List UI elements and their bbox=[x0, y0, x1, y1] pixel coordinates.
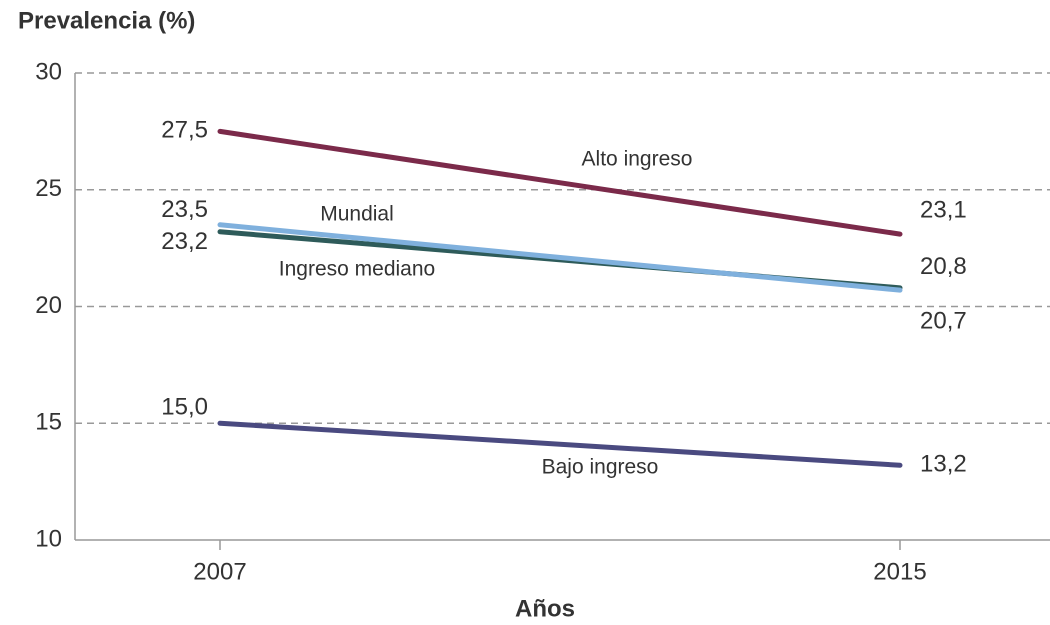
series-label: Ingreso mediano bbox=[279, 258, 435, 281]
series-label: Alto ingreso bbox=[582, 148, 693, 171]
x-tick-label: 2015 bbox=[873, 558, 926, 585]
y-tick-label: 30 bbox=[35, 58, 62, 85]
value-label: 20,8 bbox=[920, 253, 967, 280]
y-tick-label: 10 bbox=[35, 525, 62, 552]
series-line bbox=[217, 128, 903, 237]
value-label: 20,7 bbox=[920, 307, 967, 334]
y-tick-label: 15 bbox=[35, 409, 62, 436]
series-line bbox=[217, 222, 903, 293]
value-label: 23,1 bbox=[920, 196, 967, 223]
value-label: 23,2 bbox=[161, 228, 208, 255]
x-axis-label: Años bbox=[515, 595, 575, 622]
value-label: 15,0 bbox=[161, 394, 208, 421]
value-label: 23,5 bbox=[161, 196, 208, 223]
value-label: 27,5 bbox=[161, 117, 208, 144]
series-label: Bajo ingreso bbox=[542, 456, 659, 479]
y-tick-label: 25 bbox=[35, 175, 62, 202]
x-tick-label: 2007 bbox=[193, 558, 246, 585]
chart-title: Prevalencia (%) bbox=[18, 7, 195, 34]
series-label: Mundial bbox=[320, 203, 394, 226]
series-line bbox=[217, 420, 903, 468]
value-label: 13,2 bbox=[920, 451, 967, 478]
y-tick-label: 20 bbox=[35, 292, 62, 319]
